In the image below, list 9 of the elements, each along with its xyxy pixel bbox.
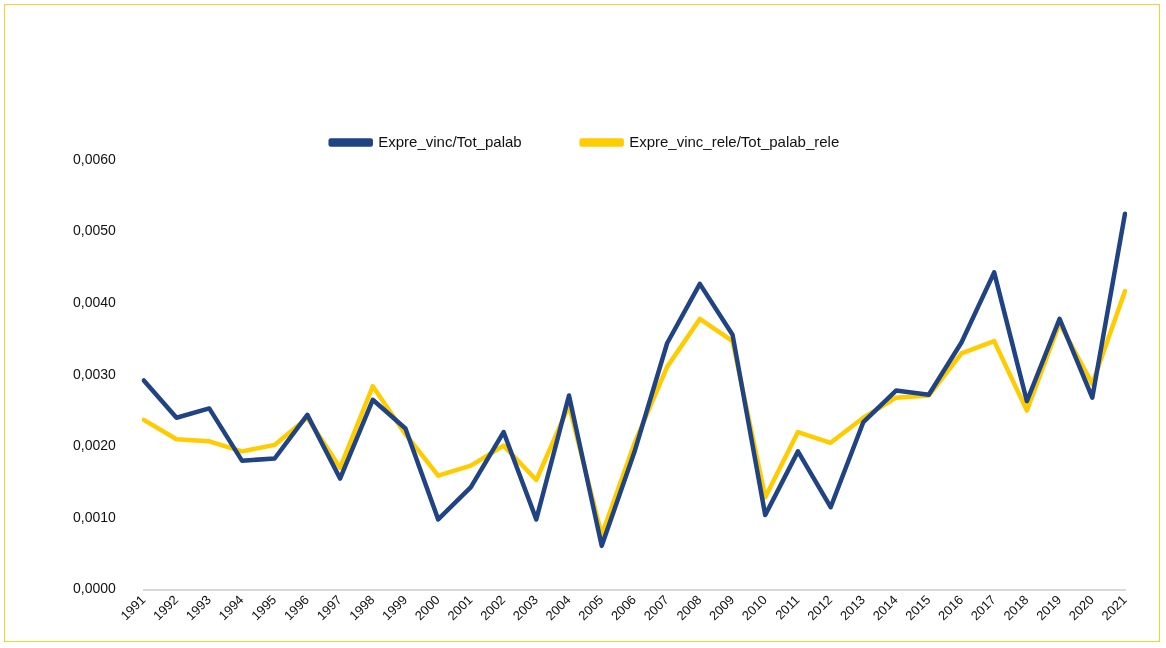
y-tick-label: 0,0000 [72,580,117,597]
y-tick-label: 0,0040 [72,294,117,311]
y-tick-label: 0,0060 [72,150,117,167]
y-tick-label: 0,0020 [72,437,117,454]
legend-label: Expre_vinc_rele/Tot_palab_rele [629,132,840,150]
legend-label: Expre_vinc/Tot_palab [378,132,522,150]
y-tick-label: 0,0050 [72,222,117,239]
y-tick-label: 0,0030 [72,365,117,382]
y-tick-label: 0,0010 [72,508,117,525]
